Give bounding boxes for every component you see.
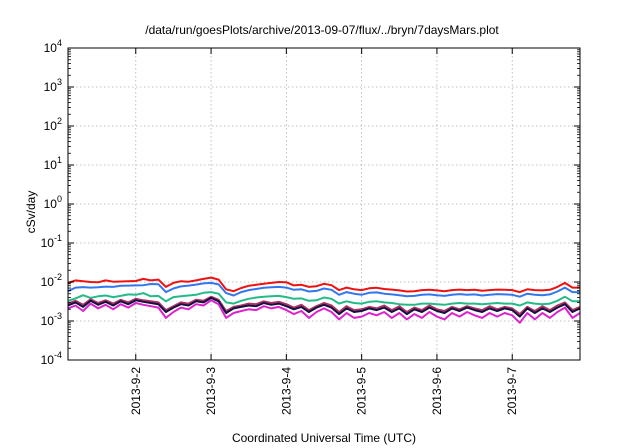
y-tick-label: 101 [44, 155, 62, 172]
series-line [67, 295, 581, 316]
x-tick-label: 2013-9-5 [355, 367, 369, 415]
series-line [67, 299, 581, 324]
y-tick-label: 103 [44, 77, 62, 94]
x-tick-label: 2013-9-6 [430, 367, 444, 415]
x-tick-labels: 2013-9-2 2013-9-3 2013-9-4 2013-9-5 2013-9-6… [129, 367, 519, 415]
y-tick-label: 10-2 [41, 272, 62, 289]
y-tick-labels: 10-4 10-3 10-2 10-1 100 101 102 103 104 [41, 38, 62, 367]
y-tick-label: 10-1 [41, 233, 62, 250]
series-line [67, 291, 580, 307]
y-tick-label: 100 [44, 194, 62, 211]
chart-title: /data/run/goesPlots/archive/2013-09-07/f… [145, 23, 499, 37]
series-line [67, 276, 580, 294]
series-lines [67, 276, 581, 324]
y-tick-label: 10-3 [41, 311, 62, 328]
series-line [67, 296, 581, 318]
series-line [67, 281, 580, 298]
y-tick-label: 102 [44, 116, 62, 133]
grid-lines [68, 48, 580, 360]
x-tick-label: 2013-9-7 [505, 367, 519, 415]
y-axis-label: cSv/day [24, 191, 38, 234]
x-tick-label: 2013-9-4 [279, 367, 293, 415]
axis-ticks [68, 47, 580, 361]
y-tick-label: 10-4 [41, 350, 62, 367]
y-tick-label: 104 [44, 38, 62, 55]
x-tick-label: 2013-9-3 [204, 367, 218, 415]
x-tick-label: 2013-9-2 [129, 367, 143, 415]
x-axis-label: Coordinated Universal Time (UTC) [232, 431, 416, 445]
